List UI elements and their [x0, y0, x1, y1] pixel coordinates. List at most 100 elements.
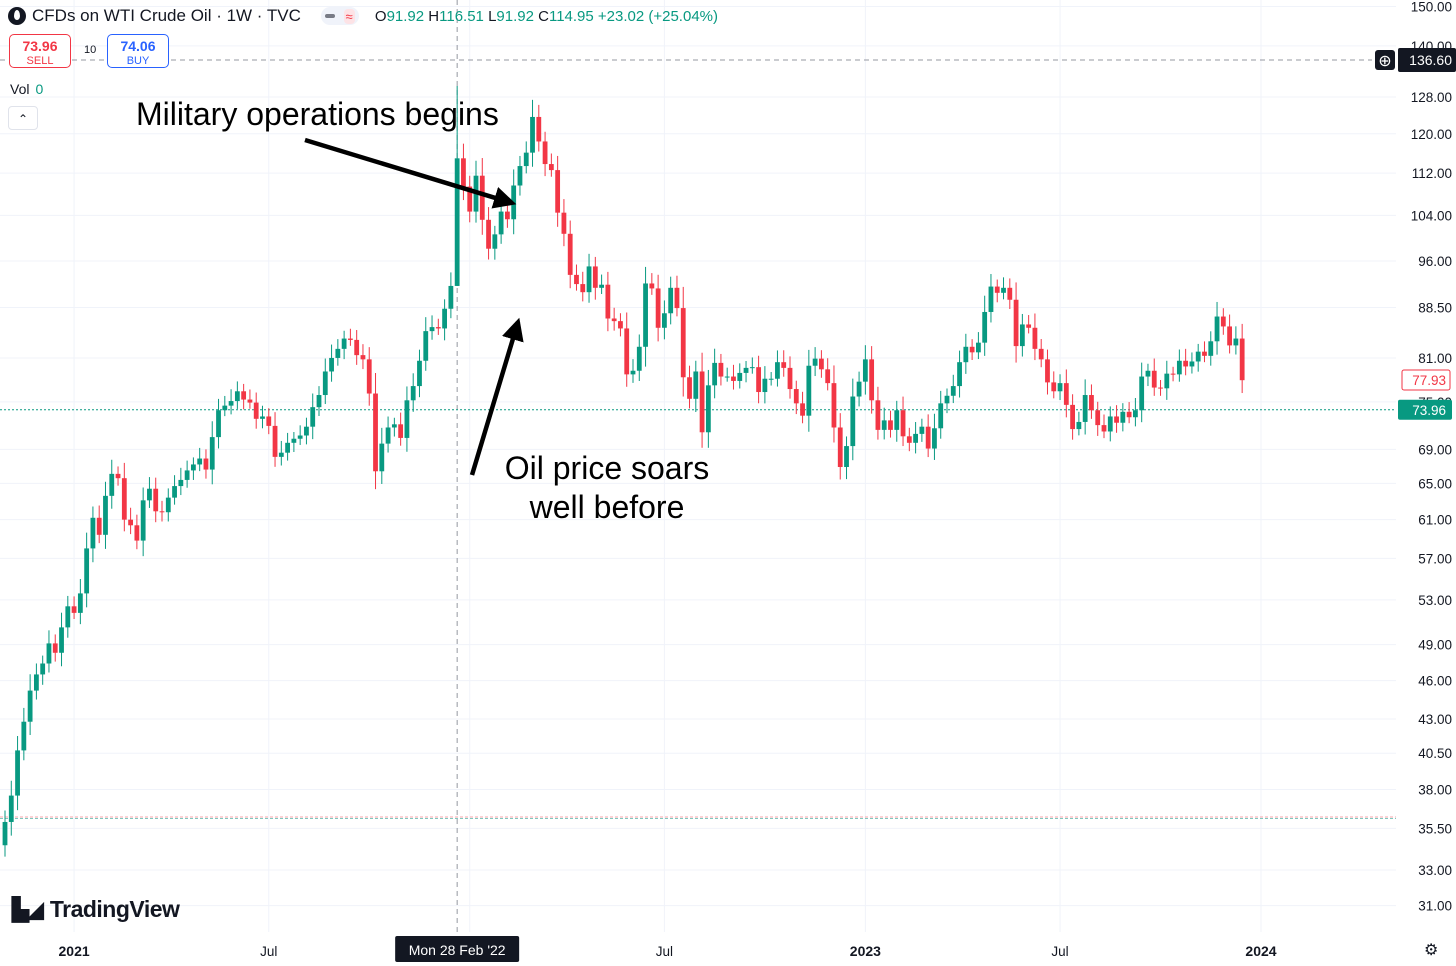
candle — [837, 413, 843, 480]
candle-body — [1057, 383, 1063, 392]
candle — [1195, 343, 1201, 372]
candle — [944, 388, 950, 414]
candle — [856, 371, 862, 407]
candle — [178, 467, 184, 496]
candle — [379, 427, 385, 484]
candle-body — [775, 362, 780, 379]
candle-body — [850, 396, 856, 447]
candle-body — [172, 486, 177, 498]
candle-body — [787, 367, 793, 390]
candle — [266, 408, 272, 435]
chart-grid — [0, 0, 1396, 932]
candle-body — [260, 416, 265, 419]
candle-body — [1133, 410, 1138, 418]
candle — [636, 334, 642, 382]
candle — [216, 398, 221, 449]
x-tick-label: Jul — [1051, 944, 1068, 959]
candle — [906, 427, 912, 452]
candle-body — [649, 283, 655, 289]
sell-button[interactable]: 73.96 SELL — [9, 34, 71, 68]
candle — [762, 366, 768, 404]
plus-circle-icon: ⊕ — [1378, 51, 1391, 70]
candle — [1082, 379, 1088, 435]
candle — [592, 256, 598, 300]
candle-body — [982, 311, 988, 343]
candle-body — [1145, 370, 1151, 377]
candle-body — [297, 435, 303, 439]
tradingview-mark-icon: ▙◢ — [12, 896, 44, 922]
candle — [165, 488, 171, 522]
buy-price: 74.06 — [120, 38, 156, 54]
candle-body — [611, 318, 617, 322]
indicator-toggle[interactable]: ≈ — [320, 7, 359, 25]
chart-header: CFDs on WTI Crude Oil · 1W · TVC ≈ O91.9… — [8, 4, 718, 28]
candle — [1026, 315, 1032, 334]
candle-body — [1101, 425, 1107, 432]
candle — [134, 514, 140, 550]
candle-body — [586, 266, 592, 293]
candle-body — [178, 479, 184, 487]
candle-body — [963, 346, 969, 363]
candle-body — [1070, 404, 1075, 430]
candle — [548, 153, 554, 177]
crosshair-price-text: 136.60 — [1409, 52, 1452, 68]
candle — [938, 390, 944, 439]
candle — [234, 381, 240, 409]
candle-body — [1139, 376, 1145, 411]
candle-body — [1176, 360, 1182, 375]
tradingview-logo[interactable]: ▙◢ TradingView — [12, 896, 180, 923]
collapse-button[interactable]: ⌃ — [8, 106, 38, 130]
candle-body — [900, 410, 906, 437]
candle-body — [461, 158, 466, 187]
candle — [1164, 360, 1170, 400]
candle — [1063, 369, 1069, 418]
y-tick-label: 35.50 — [1418, 821, 1452, 836]
symbol-title[interactable]: CFDs on WTI Crude Oil · 1W · TVC — [32, 6, 301, 25]
candle-body — [285, 442, 290, 453]
candle-body — [1045, 359, 1050, 383]
candle — [1001, 277, 1006, 300]
candle — [1170, 366, 1176, 382]
candle — [957, 350, 962, 398]
candle — [417, 349, 422, 398]
candle — [316, 386, 322, 417]
y-tick-label: 49.00 — [1418, 638, 1452, 653]
candle-body — [109, 473, 115, 496]
prev-close-text: 77.93 — [1412, 373, 1446, 388]
candle-body — [687, 377, 692, 399]
y-tick-label: 46.00 — [1418, 674, 1452, 689]
candle-body — [806, 365, 812, 416]
candle-body — [348, 338, 353, 340]
candle-body — [1082, 395, 1088, 422]
candle-body — [304, 426, 309, 436]
candle-body — [976, 342, 981, 353]
candle-body — [15, 750, 20, 796]
candle-body — [341, 338, 347, 349]
candle — [611, 307, 617, 331]
y-tick-label: 88.50 — [1418, 300, 1452, 315]
candle — [1051, 371, 1057, 399]
y-tick-label: 40.50 — [1418, 746, 1452, 761]
candle-body — [1239, 338, 1245, 381]
candle — [1114, 405, 1119, 433]
y-axis-labels: 150.00140.00128.00120.00112.00104.0096.0… — [1411, 0, 1452, 914]
candle-body — [442, 308, 447, 329]
settings-gear-icon[interactable]: ⚙ — [1424, 942, 1439, 959]
sell-label: SELL — [26, 55, 54, 67]
candle — [825, 358, 831, 391]
candle — [888, 410, 893, 438]
candle — [272, 412, 278, 467]
candle — [775, 350, 780, 387]
low-label: L — [488, 7, 497, 25]
buy-button[interactable]: 74.06 BUY — [107, 34, 169, 68]
candle — [1095, 401, 1101, 436]
candle — [743, 360, 749, 383]
candle-body — [856, 381, 862, 397]
candle-body — [561, 212, 567, 234]
candle-body — [1214, 316, 1220, 342]
candle-body — [121, 478, 127, 520]
candle-body — [1063, 383, 1069, 405]
candle — [1007, 278, 1013, 309]
candle-body — [906, 436, 912, 443]
